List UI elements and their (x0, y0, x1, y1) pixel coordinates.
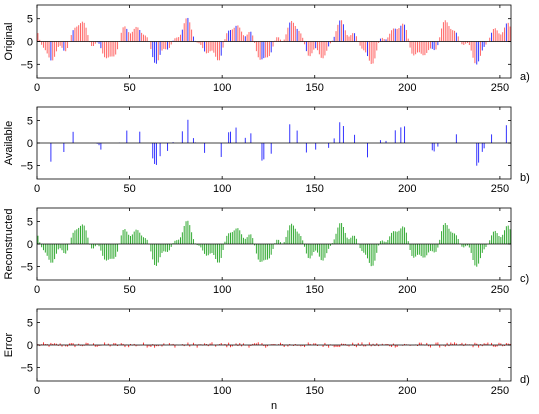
x-tick-label: 150 (306, 82, 324, 94)
y-tick-label: 0 (27, 138, 33, 150)
x-tick-label: 100 (213, 82, 231, 94)
y-tick-label: −5 (20, 363, 33, 375)
x-tick-label: 0 (34, 82, 40, 94)
x-tick-label: 50 (123, 284, 135, 296)
x-tick-label: 0 (34, 183, 40, 195)
x-tick-label: 150 (306, 183, 324, 195)
y-tick-label: −5 (20, 59, 33, 71)
y-axis-label: Available (3, 121, 15, 165)
x-tick-label: 250 (491, 82, 509, 94)
x-tick-label: 250 (491, 284, 509, 296)
x-tick-label: 50 (123, 82, 135, 94)
y-tick-label: 0 (27, 340, 33, 352)
y-tick-label: 5 (27, 14, 33, 26)
x-tick-label: 50 (123, 183, 135, 195)
x-tick-label: 100 (213, 385, 231, 397)
x-tick-label: 200 (398, 183, 416, 195)
x-axis-label: n (271, 400, 277, 412)
x-tick-label: 150 (306, 284, 324, 296)
y-tick-label: 0 (27, 37, 33, 49)
x-tick-label: 0 (34, 284, 40, 296)
panel-label: a) (520, 71, 530, 83)
x-tick-label: 250 (491, 385, 509, 397)
y-tick-label: 5 (27, 217, 33, 229)
panel-label: b) (520, 172, 530, 184)
x-tick-label: 200 (398, 385, 416, 397)
y-axis-label: Error (3, 332, 15, 357)
y-axis-label: Original (3, 23, 15, 61)
y-axis-label: Reconstructed (3, 209, 15, 280)
x-tick-label: 0 (34, 385, 40, 397)
y-tick-label: 5 (27, 318, 33, 330)
x-tick-label: 200 (398, 284, 416, 296)
y-tick-label: −5 (20, 161, 33, 173)
x-tick-label: 250 (491, 183, 509, 195)
panel-label: c) (520, 273, 529, 285)
x-tick-label: 50 (123, 385, 135, 397)
x-tick-label: 150 (306, 385, 324, 397)
x-tick-label: 200 (398, 82, 416, 94)
x-tick-label: 100 (213, 284, 231, 296)
y-tick-label: −5 (20, 262, 33, 274)
y-tick-label: 0 (27, 239, 33, 251)
panel-label: d) (520, 374, 530, 386)
y-tick-label: 5 (27, 116, 33, 128)
x-tick-label: 100 (213, 183, 231, 195)
